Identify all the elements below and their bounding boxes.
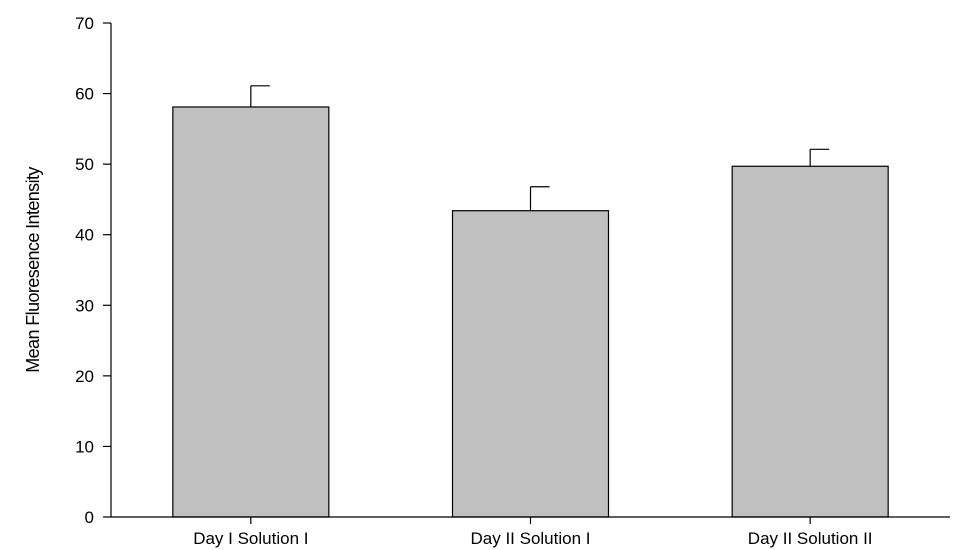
y-tick-label: 30 bbox=[75, 296, 94, 315]
bar bbox=[451, 210, 610, 518]
x-axis-ticks: Day I Solution I Day II Solution I Day II … bbox=[193, 517, 873, 548]
x-tick-label: Day II Solution II bbox=[748, 529, 873, 548]
x-tick-label: Day II Solution I bbox=[470, 529, 590, 548]
y-tick-label: 20 bbox=[75, 367, 94, 386]
y-tick-label: 0 bbox=[85, 508, 94, 527]
bar bbox=[731, 165, 889, 518]
y-axis-ticks: 0 10 20 30 40 50 60 70 bbox=[75, 14, 111, 527]
y-tick-label: 70 bbox=[75, 14, 94, 33]
y-axis-title: Mean Fluoresence Intensity bbox=[23, 167, 43, 373]
bar bbox=[172, 106, 330, 518]
y-tick-label: 10 bbox=[75, 437, 94, 456]
bars bbox=[172, 85, 889, 518]
y-tick-label: 40 bbox=[75, 226, 94, 245]
y-tick-label: 50 bbox=[75, 155, 94, 174]
x-tick-label: Day I Solution I bbox=[193, 529, 308, 548]
y-tick-label: 60 bbox=[75, 85, 94, 104]
